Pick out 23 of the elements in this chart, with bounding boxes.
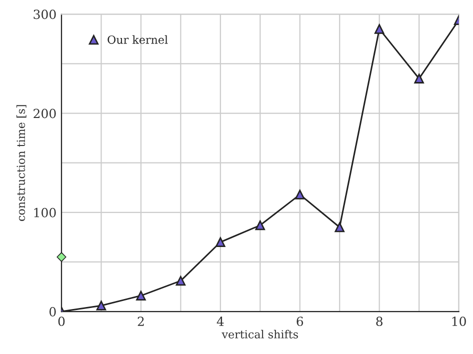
x-tick-label: 10: [452, 316, 466, 326]
point: [216, 237, 226, 247]
point: [414, 74, 424, 84]
x-tick-label: 6: [296, 316, 304, 326]
y-axis-title: construction time [s]: [16, 105, 26, 221]
y-tick-label: 200: [34, 108, 56, 118]
point: [96, 300, 106, 310]
y-tick-label: 0: [50, 306, 56, 316]
y-tick-label: 100: [34, 208, 56, 218]
x-tick-label: 8: [376, 316, 382, 326]
x-tick-label: 0: [58, 316, 65, 326]
point: [56, 252, 66, 262]
point: [255, 220, 266, 230]
x-tick-label: 4: [216, 316, 224, 326]
x-tick-label: 2: [138, 316, 144, 326]
legend-label: Our kernel: [108, 35, 168, 44]
point: [136, 290, 146, 301]
point: [176, 276, 186, 286]
point: [374, 24, 384, 34]
y-tick-label: 300: [34, 10, 56, 20]
point: [295, 190, 305, 200]
x-axis-title: vertical shifts: [222, 330, 298, 338]
point: [334, 222, 344, 232]
